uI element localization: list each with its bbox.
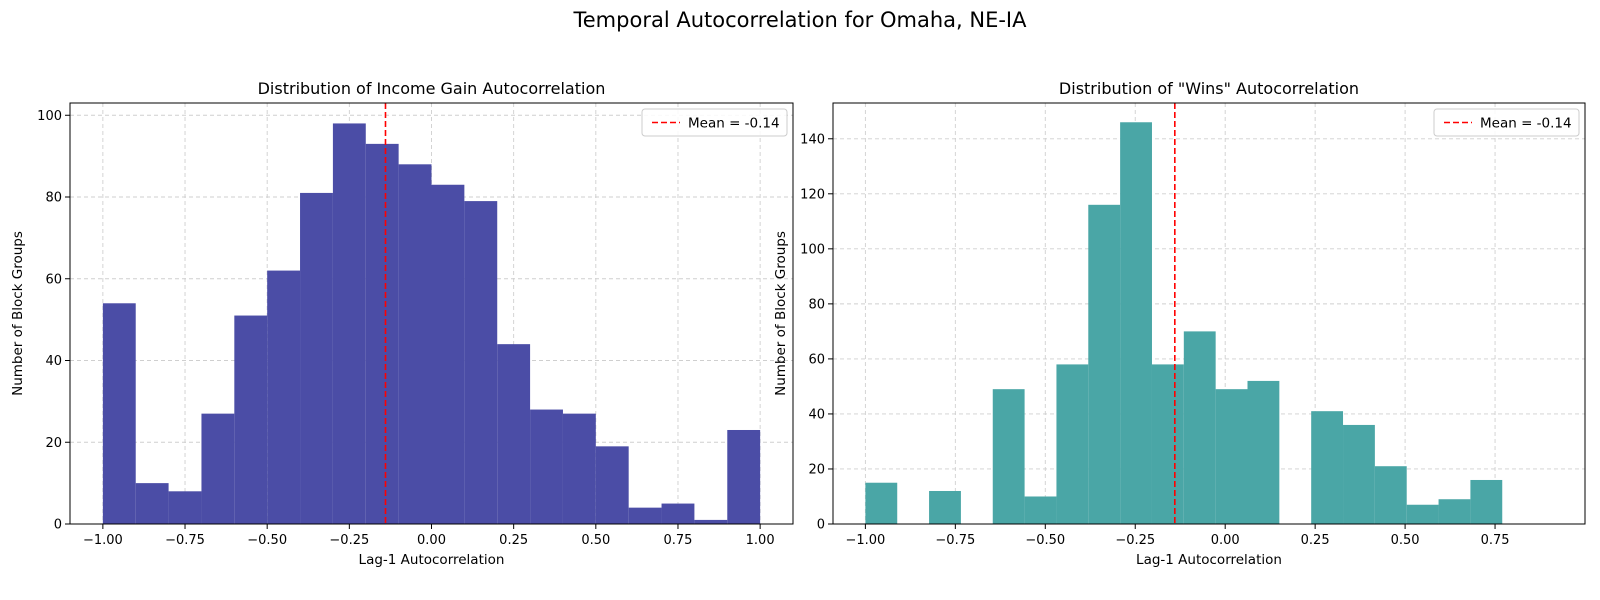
chart2-bar: [1120, 122, 1152, 524]
chart2-title: Distribution of "Wins" Autocorrelation: [1059, 79, 1359, 98]
chart1-ytick-label: 0: [54, 518, 62, 533]
chart2-bar: [1343, 424, 1375, 524]
chart1-bar: [300, 192, 333, 524]
chart1-xtick-label: 0.25: [499, 533, 528, 548]
chart1-xtick-label: 0.50: [581, 533, 610, 548]
chart2-xtick-label: 0.00: [1211, 533, 1240, 548]
chart2-bar: [1088, 204, 1121, 524]
chart1-bar: [530, 409, 563, 524]
chart2-ytick-label: 80: [808, 297, 825, 312]
chart2-ytick-label: 100: [800, 242, 825, 257]
chart1-xtick-label: −0.25: [329, 533, 369, 548]
chart1-bar: [234, 315, 268, 524]
chart1-bar: [267, 270, 301, 524]
chart1-bar: [365, 143, 399, 524]
chart2-legend-box: [1433, 108, 1580, 137]
chart2-bar: [1183, 331, 1216, 524]
chart1-xtick-label: −1.00: [83, 533, 123, 548]
chart2-bar: [1215, 389, 1248, 524]
chart2-xtick-label: 0.75: [1481, 533, 1510, 548]
chart1-bar: [562, 413, 596, 524]
chart2-legend-label: Mean = -0.14: [1480, 116, 1572, 132]
chart1-title: Distribution of Income Gain Autocorrelat…: [258, 79, 606, 98]
chart2-xtick-label: −1.00: [845, 533, 885, 548]
chart2-bar: [1024, 496, 1057, 524]
chart1-bar: [497, 344, 531, 524]
chart1-ytick-label: 60: [45, 272, 62, 287]
chart1-xtick-label: −0.75: [165, 533, 205, 548]
chart2-bar: [1247, 380, 1280, 524]
chart2-bar: [992, 389, 1025, 524]
chart2-xlabel: Lag-1 Autocorrelation: [1136, 552, 1282, 568]
chart1-bar: [595, 446, 629, 524]
chart2-bar: [1470, 479, 1503, 524]
chart2-xtick-label: −0.75: [935, 533, 975, 548]
chart1-bar: [332, 123, 366, 524]
chart1-bar: [201, 413, 235, 524]
chart1-ytick-label: 80: [45, 191, 62, 206]
chart1-ytick-label: 40: [45, 354, 62, 369]
chart2-bar: [865, 482, 898, 524]
chart2-ytick-label: 120: [800, 187, 825, 202]
chart1-ylabel: Number of Block Groups: [10, 231, 26, 396]
chart1-ytick-label: 20: [45, 436, 62, 451]
figure-title: Temporal Autocorrelation for Omaha, NE-I…: [573, 8, 1027, 32]
chart1-xtick-label: 0.75: [664, 533, 693, 548]
chart1-bar: [431, 184, 465, 525]
chart2-ytick-label: 0: [817, 518, 825, 533]
chart2-xtick-label: 0.50: [1391, 533, 1420, 548]
chart2-xtick-label: −0.25: [1115, 533, 1155, 548]
chart1-xtick-label: 0.00: [417, 533, 446, 548]
chart2-bar: [1151, 364, 1184, 524]
chart2-xtick-label: −0.50: [1025, 533, 1065, 548]
chart2-ytick-label: 60: [808, 352, 825, 367]
chart2-bar: [929, 490, 961, 524]
chart2-bar: [1406, 504, 1439, 524]
chart1-bar: [661, 503, 695, 524]
chart1-xlabel: Lag-1 Autocorrelation: [359, 552, 505, 568]
chart1-bar: [135, 483, 169, 524]
chart1-xtick-label: −0.50: [247, 533, 287, 548]
chart1-bar: [102, 303, 136, 524]
chart2-ylabel: Number of Block Groups: [773, 231, 789, 396]
chart2-bar: [1311, 411, 1344, 524]
chart1-legend-label: Mean = -0.14: [688, 116, 780, 132]
chart1-bar: [398, 164, 432, 525]
chart2-bar: [1438, 499, 1471, 524]
chart1-bar: [694, 519, 728, 524]
chart1-legend-box: [641, 108, 788, 137]
chart1-bar: [168, 491, 202, 524]
chart2-xtick-label: 0.25: [1301, 533, 1330, 548]
chart2-bar: [1056, 364, 1089, 524]
chart2-ytick-label: 20: [808, 462, 825, 477]
chart2-ytick-label: 40: [808, 407, 825, 422]
chart1-bar: [464, 201, 498, 524]
chart1-bar: [628, 507, 662, 524]
chart1-xtick-label: 1.00: [746, 533, 775, 548]
chart1-bar: [727, 429, 761, 524]
chart1-ytick-label: 100: [37, 109, 62, 124]
chart2-bar: [1374, 466, 1407, 524]
chart2-ytick-label: 140: [800, 132, 825, 147]
chart2-axes-frame: [832, 102, 1586, 525]
